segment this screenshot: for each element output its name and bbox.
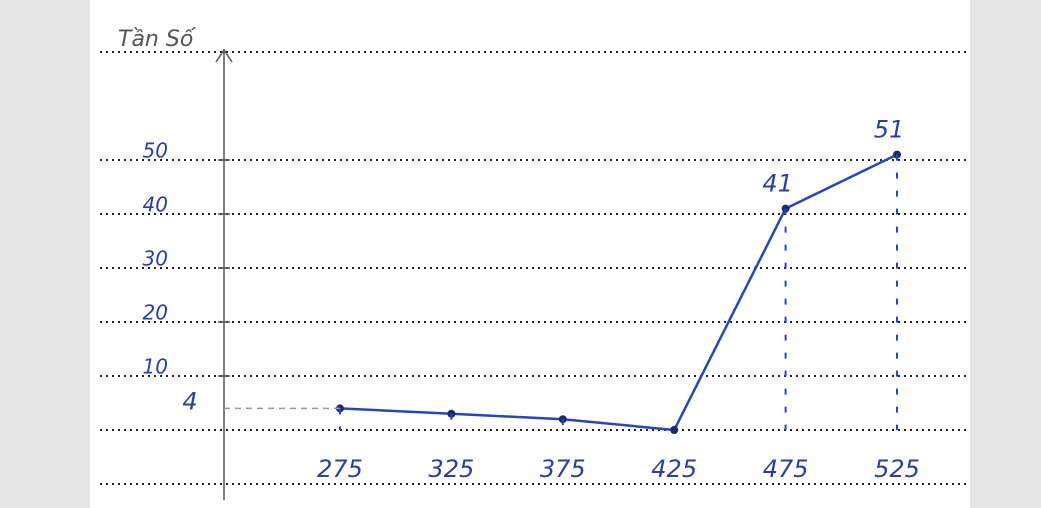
y-tick-label: 50 bbox=[143, 139, 168, 163]
y-axis-label: Tần Số bbox=[118, 27, 197, 52]
x-tick-label: 525 bbox=[874, 455, 920, 483]
x-tick-label: 425 bbox=[651, 455, 697, 483]
x-tick-label: 325 bbox=[428, 455, 474, 483]
point bbox=[670, 426, 679, 434]
x-tick-label: 475 bbox=[763, 455, 809, 483]
line bbox=[339, 153, 898, 432]
y-tick-label: 30 bbox=[143, 247, 168, 271]
paper bbox=[90, 0, 970, 508]
y-tick-label: 40 bbox=[143, 193, 168, 217]
data-label: 41 bbox=[762, 170, 793, 198]
data-label: 4 bbox=[182, 387, 197, 415]
x-tick-label: 275 bbox=[317, 455, 363, 483]
x-tick-label: 375 bbox=[540, 455, 586, 483]
y-tick-label: 20 bbox=[143, 301, 168, 325]
y-axis-arrow bbox=[215, 48, 233, 63]
data-label: 51 bbox=[874, 116, 905, 144]
y-tick-label: 10 bbox=[143, 355, 168, 379]
